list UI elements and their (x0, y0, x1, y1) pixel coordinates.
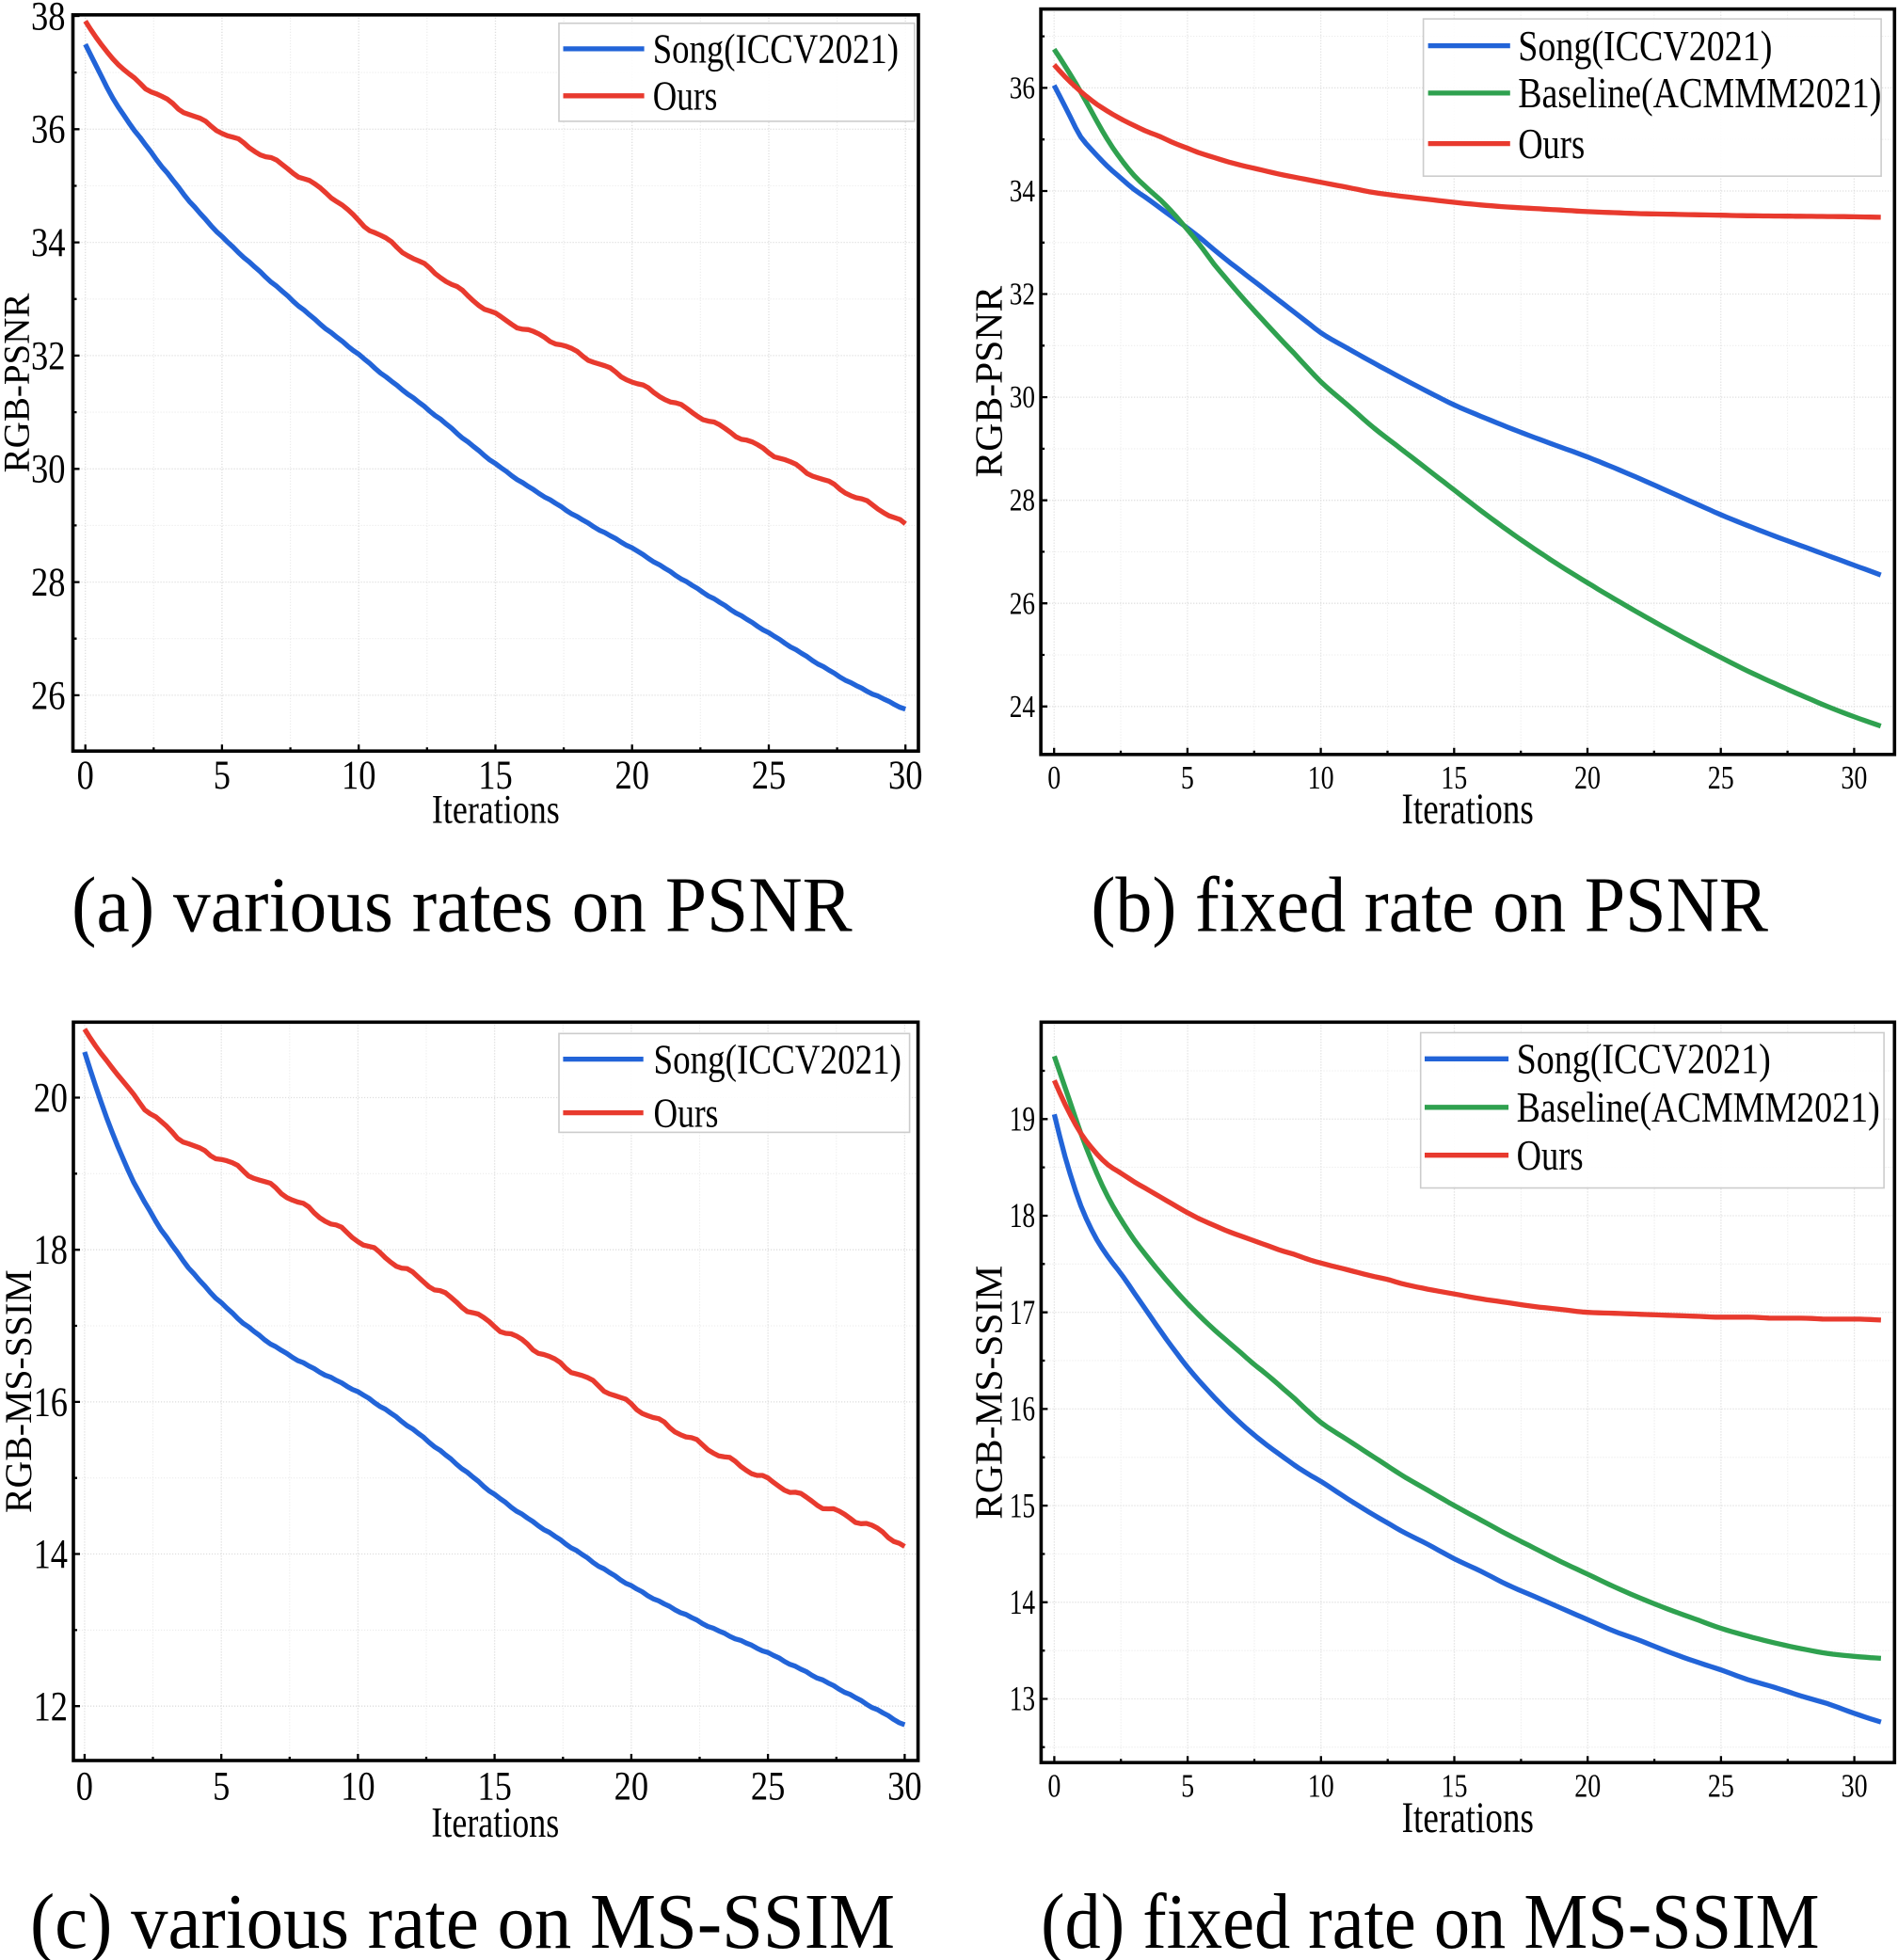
svg-text:30: 30 (31, 447, 66, 492)
svg-text:30: 30 (1010, 380, 1035, 415)
svg-text:15: 15 (478, 753, 513, 798)
svg-text:25: 25 (1708, 1767, 1734, 1804)
svg-text:14: 14 (1010, 1584, 1035, 1622)
svg-text:18: 18 (34, 1227, 68, 1273)
svg-text:RGB-MS-SSIM: RGB-MS-SSIM (0, 1269, 40, 1513)
svg-text:15: 15 (477, 1763, 512, 1809)
svg-text:Baseline(ACMMM2021): Baseline(ACMMM2021) (1518, 69, 1881, 117)
svg-text:24: 24 (1010, 690, 1035, 725)
svg-text:28: 28 (31, 560, 66, 605)
svg-text:(a) various rates on PSNR: (a) various rates on PSNR (72, 861, 853, 948)
svg-text:10: 10 (1308, 1767, 1334, 1804)
svg-text:26: 26 (1010, 586, 1035, 621)
svg-text:20: 20 (614, 1763, 649, 1809)
svg-text:Song(ICCV2021): Song(ICCV2021) (1517, 1035, 1771, 1083)
svg-text:20: 20 (1574, 1767, 1601, 1804)
svg-text:20: 20 (1574, 759, 1601, 796)
svg-text:30: 30 (888, 753, 923, 798)
svg-text:5: 5 (1181, 759, 1194, 796)
svg-text:(d) fixed rate on MS-SSIM: (d) fixed rate on MS-SSIM (1041, 1878, 1819, 1960)
svg-text:15: 15 (1010, 1487, 1035, 1525)
svg-text:17: 17 (1010, 1294, 1035, 1332)
svg-text:Ours: Ours (1517, 1131, 1584, 1179)
svg-text:Song(ICCV2021): Song(ICCV2021) (654, 1035, 902, 1082)
svg-text:32: 32 (1010, 278, 1035, 312)
svg-text:25: 25 (752, 753, 787, 798)
svg-text:0: 0 (1047, 1767, 1061, 1804)
svg-text:19: 19 (1010, 1101, 1035, 1139)
svg-text:(b) fixed rate on PSNR: (b) fixed rate on PSNR (1091, 861, 1768, 948)
svg-text:16: 16 (1010, 1391, 1035, 1429)
svg-text:14: 14 (34, 1531, 68, 1577)
svg-text:34: 34 (1010, 174, 1035, 209)
svg-text:15: 15 (1442, 1767, 1468, 1804)
svg-text:30: 30 (887, 1763, 922, 1809)
svg-text:Iterations: Iterations (431, 1798, 559, 1846)
svg-text:RGB-MS-SSIM: RGB-MS-SSIM (967, 1266, 1011, 1520)
svg-text:RGB-PSNR: RGB-PSNR (966, 286, 1010, 478)
svg-text:30: 30 (1841, 759, 1867, 796)
svg-text:Ours: Ours (654, 1089, 719, 1136)
svg-text:10: 10 (341, 1763, 375, 1809)
svg-text:Iterations: Iterations (1402, 785, 1534, 834)
svg-text:15: 15 (1441, 759, 1467, 796)
svg-text:13: 13 (1010, 1681, 1035, 1719)
svg-text:26: 26 (31, 673, 66, 718)
svg-text:Ours: Ours (653, 72, 718, 120)
svg-text:12: 12 (34, 1683, 68, 1729)
svg-text:Iterations: Iterations (432, 787, 560, 832)
svg-text:16: 16 (34, 1378, 68, 1425)
svg-text:18: 18 (1010, 1197, 1035, 1235)
svg-text:30: 30 (1842, 1767, 1868, 1804)
svg-text:Ours: Ours (1518, 120, 1585, 167)
svg-text:RGB-PSNR: RGB-PSNR (0, 294, 38, 473)
svg-text:5: 5 (214, 753, 231, 798)
svg-text:0: 0 (76, 1763, 93, 1809)
svg-text:5: 5 (1181, 1767, 1194, 1804)
svg-text:20: 20 (614, 753, 649, 798)
svg-text:Song(ICCV2021): Song(ICCV2021) (653, 25, 899, 72)
svg-text:10: 10 (342, 753, 376, 798)
svg-text:32: 32 (31, 333, 66, 378)
svg-text:36: 36 (1010, 72, 1035, 106)
svg-text:28: 28 (1010, 484, 1035, 518)
svg-text:5: 5 (213, 1763, 230, 1809)
svg-text:25: 25 (751, 1763, 786, 1809)
svg-text:0: 0 (1047, 759, 1061, 796)
svg-text:Song(ICCV2021): Song(ICCV2021) (1518, 22, 1772, 70)
svg-text:0: 0 (77, 753, 94, 798)
svg-text:Baseline(ACMMM2021): Baseline(ACMMM2021) (1517, 1083, 1880, 1131)
svg-text:20: 20 (34, 1075, 68, 1121)
svg-text:36: 36 (31, 107, 66, 152)
svg-text:10: 10 (1308, 759, 1334, 796)
svg-text:Iterations: Iterations (1402, 1793, 1534, 1842)
svg-text:38: 38 (31, 0, 66, 39)
svg-text:25: 25 (1708, 759, 1734, 796)
svg-text:(c) various rate on MS-SSIM: (c) various rate on MS-SSIM (30, 1878, 895, 1960)
svg-text:34: 34 (31, 220, 66, 265)
